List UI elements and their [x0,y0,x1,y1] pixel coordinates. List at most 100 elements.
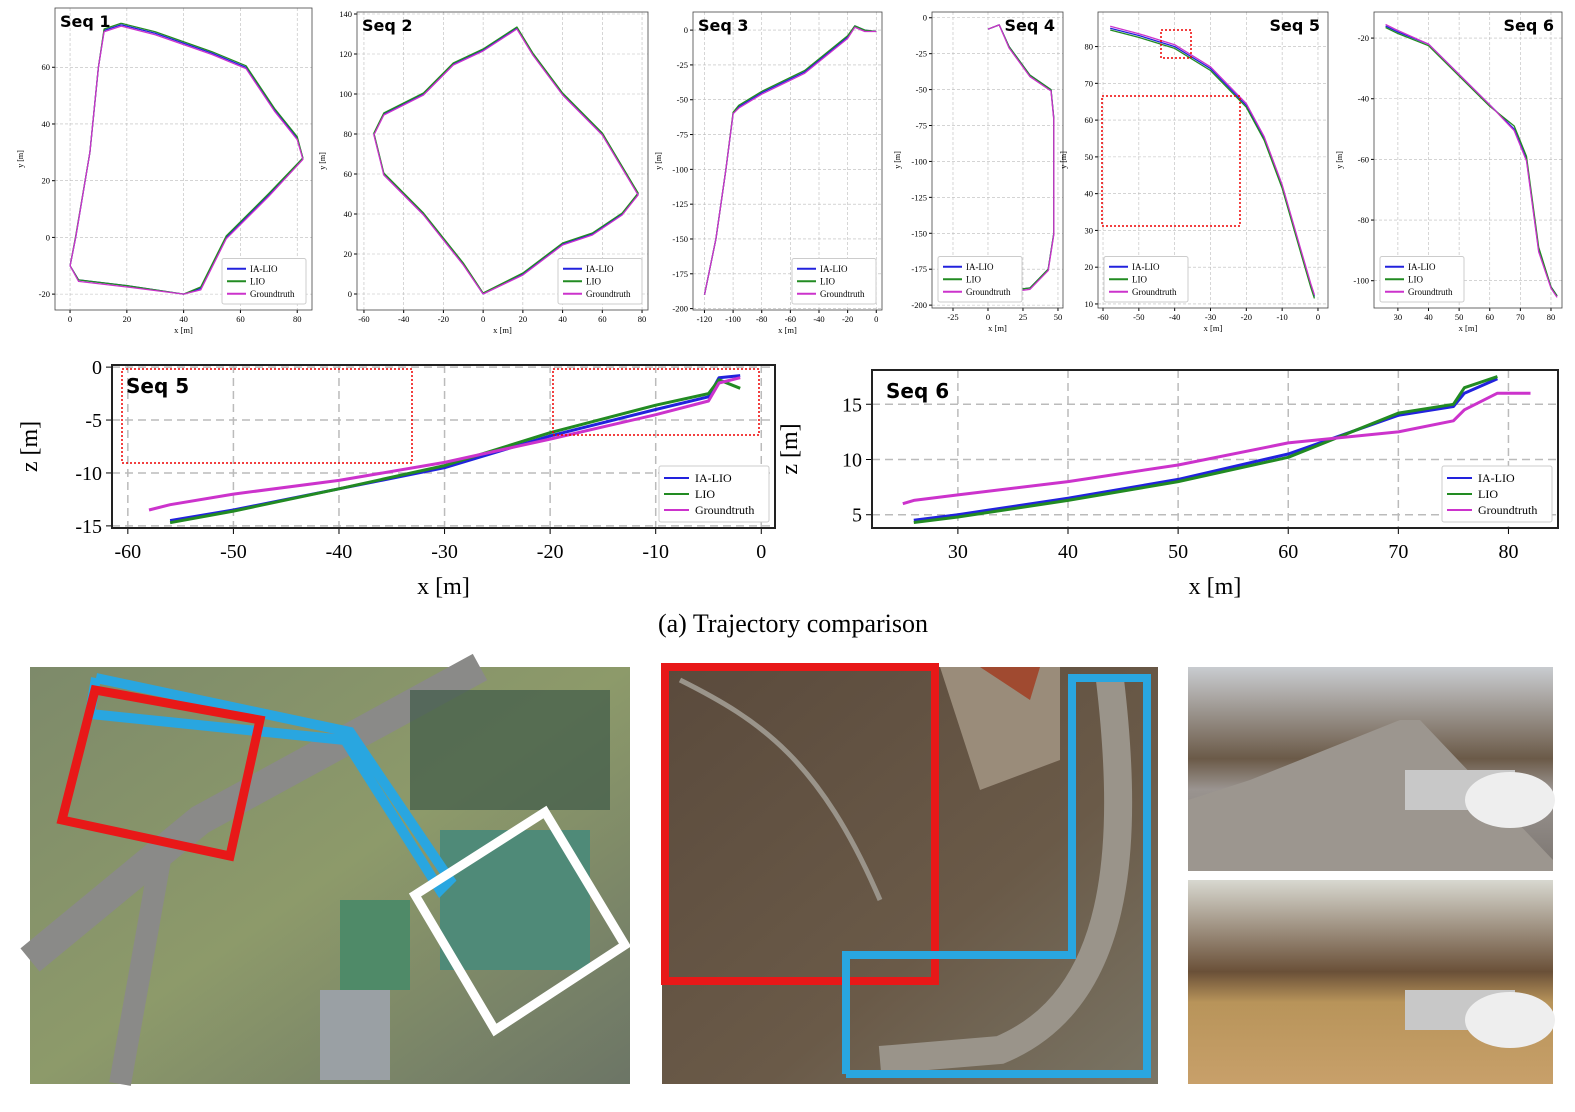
x-tick-label: 0 [481,314,485,324]
legend-label: Groundtruth [1478,503,1537,517]
y-axis-label: z [m] [777,423,803,474]
x-tick-label: -50 [220,541,247,563]
x-tick-label: -10 [1276,312,1287,322]
x-tick-label: -40 [326,541,353,563]
legend-frame [1441,465,1553,523]
legend-label: IA-LIO [695,471,732,485]
legend-label: IA-LIO [820,264,848,274]
y-tick-label: 40 [42,119,51,129]
y-tick-label: 0 [46,232,50,242]
x-tick-label: 50 [1054,312,1063,322]
x-tick-label: 60 [598,314,607,324]
legend-label: Groundtruth [1132,287,1177,297]
x-tick-label: 25 [1019,312,1028,322]
x-axis-label: x [m] [417,574,470,600]
x-tick-label: 40 [1058,541,1078,563]
y-tick-label: 5 [852,505,862,527]
y-tick-label: -60 [1358,154,1369,164]
series-line [69,24,304,295]
x-tick-label: 0 [756,541,766,563]
series-line [69,25,304,295]
legend-label: LIO [1132,274,1147,284]
series-line [703,26,877,295]
series-line [373,26,639,294]
x-tick-label: -10 [642,541,669,563]
x-axis-label: x [m] [1204,323,1223,333]
x-tick-label: 80 [638,314,647,324]
series-line [373,28,639,295]
series-line [913,375,1498,524]
ground-photo-2 [1188,880,1555,1084]
x-tick-label: 80 [293,314,302,324]
y-tick-label: 0 [923,13,927,23]
y-tick-label: -150 [672,234,688,244]
y-tick-label: -75 [916,120,927,130]
x-axis-label: x [m] [778,325,797,335]
x-tick-label: -40 [398,314,409,324]
axes-frame [931,11,1064,309]
legend-label: IA-LIO [1408,262,1436,272]
x-tick-label: -30 [431,541,458,563]
x-tick-label: -60 [358,314,369,324]
y-tick-label: -100 [672,164,688,174]
legend-frame [658,465,770,523]
series-line [938,24,1055,295]
legend-frame [937,256,1023,303]
x-tick-label: -40 [813,314,824,324]
legend-label: LIO [250,276,265,286]
axes-frame [54,7,313,311]
y-tick-label: 80 [344,129,353,139]
y-tick-label: -125 [911,192,927,202]
legend-label: Groundtruth [586,289,631,299]
y-tick-label: 50 [1085,152,1094,162]
x-tick-label: 40 [179,314,188,324]
y-tick-label: 10 [1085,299,1094,309]
x-tick-label: 50 [1455,312,1464,322]
y-tick-label: -100 [911,156,927,166]
axes-frame [1373,11,1563,309]
x-tick-label: -60 [115,541,142,563]
x-tick-label: -20 [537,541,564,563]
y-axis-label: y [m] [1059,151,1068,169]
y-tick-label: 20 [42,176,51,186]
x-axis-label: x [m] [493,325,512,335]
y-tick-label: 15 [842,394,862,416]
x-tick-label: -30 [1205,312,1216,322]
x-tick-label: 0 [68,314,72,324]
x-tick-label: -120 [697,314,713,324]
y-tick-label: -100 [1353,276,1369,286]
x-axis-label: x [m] [1189,574,1242,600]
x-tick-label: 40 [558,314,567,324]
x-tick-label: 0 [1316,312,1320,322]
panel-title: Seq 6 [1503,16,1554,35]
y-tick-label: -200 [911,300,927,310]
x-tick-label: 80 [1498,541,1518,563]
legend-label: IA-LIO [250,264,278,274]
y-tick-label: 70 [1085,78,1094,88]
y-tick-label: -80 [1358,215,1369,225]
caption: (a) Trajectory comparison [658,609,928,638]
series-line [69,22,304,295]
y-tick-label: 60 [42,62,51,72]
legend-label: IA-LIO [1478,471,1515,485]
zoom-box [121,368,413,464]
y-tick-label: -200 [672,304,688,314]
legend-frame [221,258,307,305]
x-tick-label: 60 [1485,312,1494,322]
x-tick-label: 0 [986,312,990,322]
y-tick-label: 0 [348,289,352,299]
x-tick-label: 50 [1168,541,1188,563]
legend-label: Groundtruth [695,503,754,517]
y-tick-label: 20 [344,249,353,259]
y-tick-label: 40 [1085,189,1094,199]
series-line [938,24,1055,295]
panel-title: Seq 5 [1269,16,1320,35]
y-tick-label: -20 [1358,33,1369,43]
x-tick-label: 70 [1516,312,1525,322]
y-tick-label: 60 [344,169,353,179]
x-tick-label: 30 [948,541,968,563]
aerial-photo-1 [20,653,632,1086]
y-tick-label: 0 [684,25,688,35]
panel-title: Seq 1 [60,12,111,31]
y-tick-label: 40 [344,209,353,219]
